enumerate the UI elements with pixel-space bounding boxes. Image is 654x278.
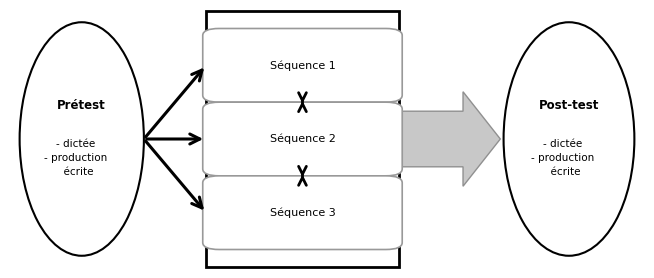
Text: - dictée
- production
  écrite: - dictée - production écrite	[531, 140, 594, 177]
Bar	[206, 11, 399, 267]
FancyBboxPatch shape	[203, 102, 402, 176]
Text: Séquence 3: Séquence 3	[269, 207, 336, 218]
Ellipse shape	[20, 22, 144, 256]
Text: Séquence 2: Séquence 2	[269, 134, 336, 144]
Text: Séquence 1: Séquence 1	[269, 60, 336, 71]
Text: - dictée
- production
  écrite: - dictée - production écrite	[44, 140, 107, 177]
FancyBboxPatch shape	[203, 176, 402, 250]
Text: Prétest: Prétest	[58, 99, 106, 112]
FancyBboxPatch shape	[203, 28, 402, 102]
Text: Post-test: Post-test	[539, 99, 599, 112]
FancyArrow shape	[402, 92, 500, 186]
Ellipse shape	[504, 22, 634, 256]
